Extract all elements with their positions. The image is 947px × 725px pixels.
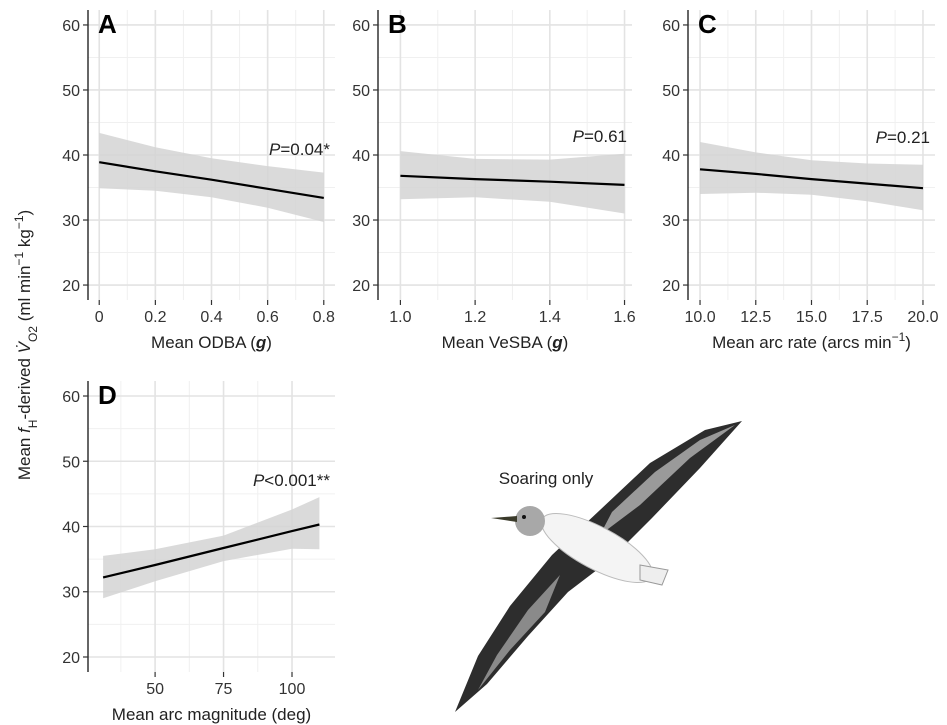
confidence-band: [99, 132, 324, 222]
y-axis-label-part: H: [26, 420, 40, 429]
p-value-annotation-part: <0.001**: [264, 471, 330, 490]
y-axis-label-part: f: [15, 426, 34, 433]
x-axis-label-part: Mean ODBA (: [151, 333, 256, 352]
p-value-annotation: P=0.21: [876, 128, 930, 147]
y-axis-label: Mean fH-derived V̇O2 (ml min−1 kg−1): [12, 210, 40, 480]
y-axis-label-part: (ml min: [15, 266, 34, 326]
y-axis-label-part: -derived: [15, 353, 34, 419]
y-tick-label: 60: [352, 18, 370, 35]
x-tick-label: 1.6: [613, 309, 635, 326]
regression-line: [102, 523, 320, 579]
y-tick-label: 30: [62, 213, 80, 230]
x-tick-label: 20.0: [907, 309, 938, 326]
panel-letter: D: [98, 380, 117, 410]
x-tick-label: 0: [95, 309, 104, 326]
regression-line: [699, 168, 924, 190]
y-tick-label: 60: [62, 18, 80, 35]
x-tick-label: 12.5: [740, 309, 771, 326]
x-tick-label: 100: [279, 681, 306, 698]
image-caption: Soaring only: [499, 469, 594, 488]
y-tick-label: 50: [62, 83, 80, 100]
x-axis-label-part: Mean VeSBA (: [442, 333, 553, 352]
x-tick-label: 17.5: [852, 309, 883, 326]
y-tick-label: 20: [662, 278, 680, 295]
y-axis-label-part: V̇: [15, 340, 34, 353]
x-axis-label: Mean arc rate (arcs min−1): [712, 330, 911, 352]
y-tick-label: 50: [352, 83, 370, 100]
y-tick-label: 50: [62, 454, 80, 471]
regression-line: [99, 161, 324, 199]
x-axis-label-part: ): [563, 333, 569, 352]
p-value-annotation: P=0.04*: [269, 140, 330, 159]
panel-letter: A: [98, 9, 117, 39]
x-axis-label: Mean VeSBA (g): [442, 333, 569, 352]
y-axis-label-part: kg: [15, 229, 34, 252]
y-tick-label: 40: [352, 148, 370, 165]
confidence-band: [400, 151, 625, 214]
x-tick-label: 0.6: [257, 309, 279, 326]
x-tick-label: 50: [146, 681, 164, 698]
albatross-illustration: [455, 421, 742, 712]
x-tick-label: 10.0: [684, 309, 715, 326]
confidence-band: [700, 142, 923, 211]
y-axis-label-part: Mean: [15, 433, 34, 480]
y-tick-label: 20: [62, 650, 80, 667]
p-value-annotation: P<0.001**: [253, 471, 330, 490]
x-axis-label-part: Mean arc magnitude (deg): [112, 705, 311, 724]
x-axis-label: Mean arc magnitude (deg): [112, 705, 311, 724]
y-tick-label: 60: [662, 18, 680, 35]
x-axis-label-part: ): [905, 333, 911, 352]
y-tick-label: 40: [62, 148, 80, 165]
p-value-annotation-part: =0.21: [887, 128, 930, 147]
x-tick-label: 15.0: [796, 309, 827, 326]
y-axis-label-part: −1: [12, 215, 26, 229]
confidence-band: [103, 497, 320, 599]
p-value-annotation-part: =0.61: [584, 127, 627, 146]
p-value-annotation-part: P: [573, 127, 585, 146]
x-axis-label-part: ): [266, 333, 272, 352]
x-tick-label: 0.8: [313, 309, 335, 326]
x-tick-label: 1.0: [389, 309, 411, 326]
p-value-annotation-part: =0.04*: [280, 140, 330, 159]
x-tick-label: 1.4: [539, 309, 561, 326]
panel-letter: C: [698, 9, 717, 39]
x-tick-label: 75: [215, 681, 233, 698]
y-axis-label-part: −1: [12, 252, 26, 266]
y-axis-label-part: O2: [26, 326, 40, 342]
x-axis-label-part: −1: [892, 330, 906, 344]
p-value-annotation-part: P: [253, 471, 265, 490]
p-value-annotation: P=0.61: [573, 127, 627, 146]
y-tick-label: 30: [352, 213, 370, 230]
y-tick-label: 40: [62, 520, 80, 537]
x-axis-label-part: g: [255, 333, 267, 352]
y-tick-label: 20: [352, 278, 370, 295]
x-tick-label: 0.2: [144, 309, 166, 326]
p-value-annotation-part: P: [269, 140, 281, 159]
x-tick-label: 0.4: [200, 309, 222, 326]
y-axis-label-part: ): [15, 210, 34, 216]
x-axis-label-part: g: [551, 333, 563, 352]
y-tick-label: 40: [662, 148, 680, 165]
y-tick-label: 60: [62, 389, 80, 406]
y-tick-label: 30: [662, 213, 680, 230]
x-tick-label: 1.2: [464, 309, 486, 326]
y-tick-label: 50: [662, 83, 680, 100]
p-value-annotation-part: P: [876, 128, 888, 147]
x-axis-label-part: Mean arc rate (arcs min: [712, 333, 892, 352]
y-tick-label: 20: [62, 278, 80, 295]
regression-line: [400, 174, 625, 186]
panel-letter: B: [388, 9, 407, 39]
y-tick-label: 30: [62, 585, 80, 602]
x-axis-label: Mean ODBA (g): [151, 333, 272, 352]
